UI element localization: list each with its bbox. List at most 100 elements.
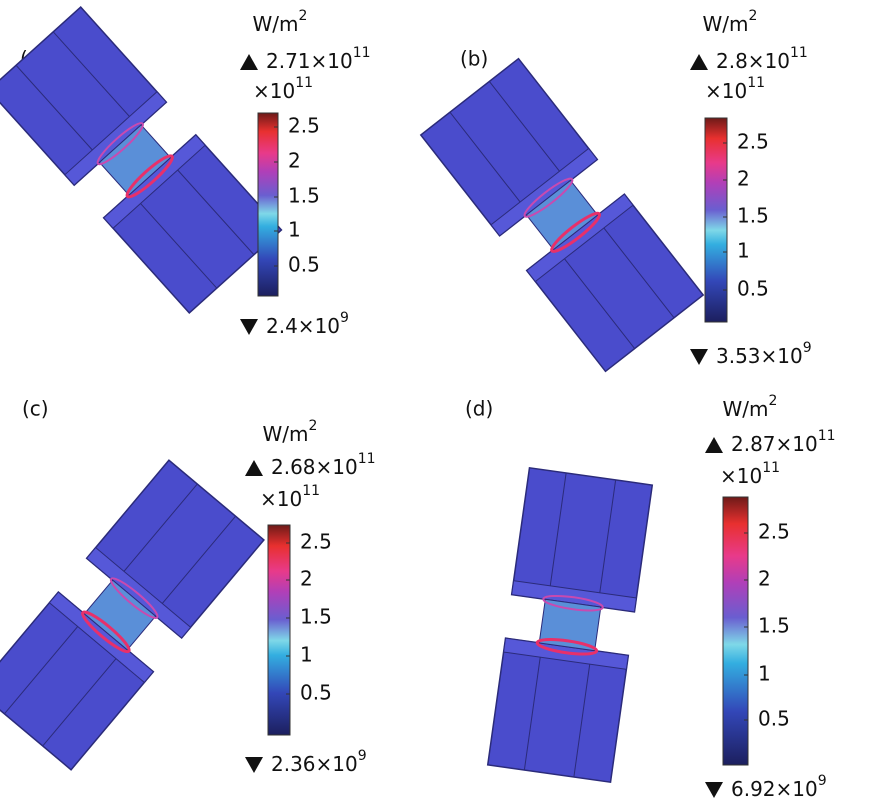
unit-base: W/m [253,12,299,36]
max-value-exp: 11 [790,45,808,61]
hotspot [96,122,144,166]
min-value-exp: 9 [358,748,367,764]
unit: W/m2 [723,393,778,421]
unit: W/m2 [263,418,318,446]
scale-factor-base: ×10 [260,487,302,511]
scale-factor-exp: 11 [747,75,765,91]
max-marker [690,54,708,70]
colorbar-tick-label: 2.5 [300,530,332,554]
simulation-object [0,459,265,771]
max-value-exp: 11 [818,428,836,444]
colorbar [267,524,291,736]
min-value: 3.53×109 [716,340,812,368]
block-edge [488,81,569,183]
min-value-exp: 9 [818,773,827,789]
colorbar-tick-label: 2 [288,149,301,173]
unit-exp: 2 [769,393,778,409]
hotspot [109,577,159,619]
max-value-exp: 11 [353,45,371,61]
block-edge [114,483,198,583]
block-edge [42,647,126,747]
scale-factor: ×1011 [705,75,765,103]
colorbar-tick-label: 1 [288,218,301,242]
min-marker [690,349,708,365]
unit-exp: 2 [299,8,308,24]
colorbar-tick-label: 2.5 [758,520,790,544]
unit-base: W/m [723,397,769,421]
panel-label: (b) [460,47,488,71]
block-edge [449,111,530,214]
max-marker [240,54,258,70]
max-value-base: 2.68×10 [271,455,358,479]
max-marker [705,437,723,453]
min-value-exp: 9 [803,340,812,356]
min-value-exp: 9 [340,310,349,326]
scale-factor: ×1011 [253,75,313,103]
simulation-object [486,466,654,784]
max-value-exp: 11 [358,451,376,467]
max-value-base: 2.8×10 [716,49,790,73]
hotspot [81,610,131,654]
colorbar-tick-label: 2.5 [288,114,320,138]
min-marker [240,319,258,335]
hotspot [125,154,174,199]
max-value: 2.8×1011 [716,45,808,73]
unit: W/m2 [253,8,308,36]
unit: W/m2 [703,8,758,36]
max-value-base: 2.71×10 [266,49,353,73]
colorbar-tick-label: 2 [758,567,771,591]
simulation-object [0,5,283,315]
min-value-base: 3.53×10 [716,344,803,368]
colorbar [704,117,728,323]
colorbar-tick-label: 1.5 [737,204,769,228]
block-edge [597,479,617,607]
unit-exp: 2 [309,418,318,434]
min-value: 2.4×109 [266,310,349,338]
panel-label: (d) [465,397,493,421]
block-edge [152,515,236,615]
block-edge [130,192,218,289]
min-value-base: 2.4×10 [266,314,340,338]
max-value-base: 2.87×10 [731,432,818,456]
colorbar-tick-label: 1.5 [300,605,332,629]
block-edge [594,216,675,319]
colorbar-tick-label: 1.5 [288,184,320,208]
colorbar-tick-label: 1 [758,662,771,686]
scale-factor-base: ×10 [705,79,747,103]
colorbar-tick-label: 0.5 [737,277,769,301]
unit-base: W/m [263,422,309,446]
hotspot [550,211,601,253]
hotspot [535,638,599,656]
block-edge [573,650,593,778]
scale-factor-exp: 11 [762,460,780,476]
block-edge [15,64,103,161]
colorbar-tick-label: 0.5 [758,707,790,731]
scale-factor-exp: 11 [302,483,320,499]
block-edge [167,159,255,256]
colorbar [722,496,749,766]
max-value: 2.71×1011 [266,45,371,73]
min-value-base: 2.36×10 [271,752,358,776]
max-value: 2.87×1011 [731,428,836,456]
max-value: 2.68×1011 [271,451,376,479]
neck [98,124,172,196]
colorbar-tick-label: 2 [737,167,750,191]
scale-factor: ×1011 [260,483,320,511]
colorbar-tick-label: 1 [300,643,313,667]
scale-factor-base: ×10 [720,464,762,488]
colorbar-tick-label: 1 [737,239,750,263]
neck [83,579,157,651]
block-edge [555,247,636,349]
block-edge [4,615,88,715]
hotspot [542,594,604,612]
colorbar-tick-label: 1.5 [758,614,790,638]
panel-label: (c) [22,397,49,421]
block-edge [523,643,543,771]
min-value: 6.92×109 [731,773,827,801]
unit-base: W/m [703,12,749,36]
colorbar-tick-label: 2.5 [737,130,769,154]
simulation-object [419,57,705,373]
colorbar [257,112,279,297]
colorbar-tick-label: 0.5 [300,681,332,705]
